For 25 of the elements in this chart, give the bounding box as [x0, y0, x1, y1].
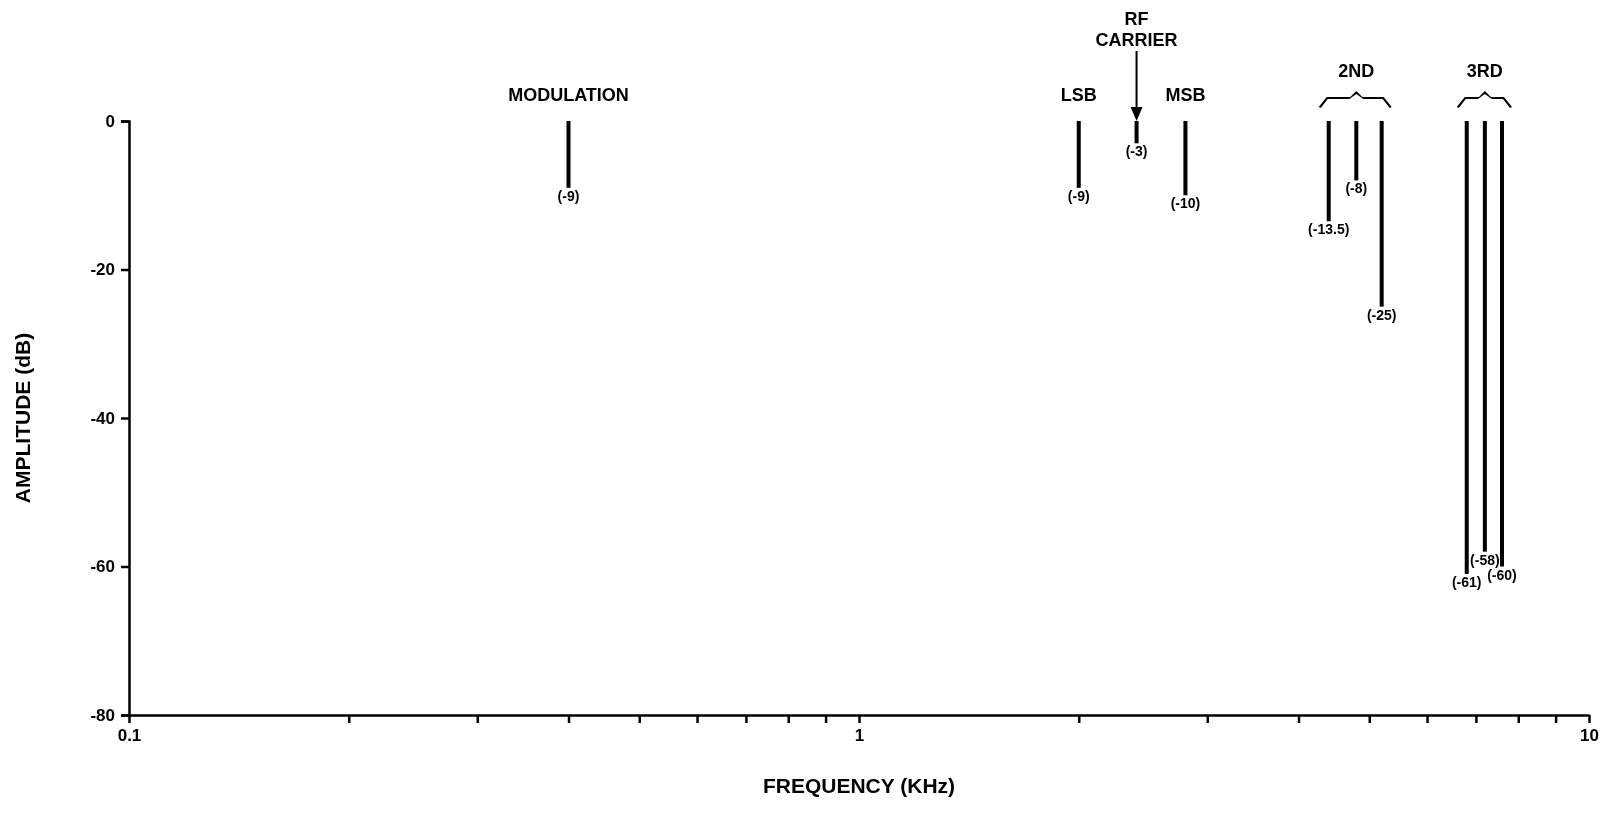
annotation: MODULATION — [508, 85, 629, 105]
annotation: MSB — [1165, 85, 1206, 105]
annotation: 2ND — [1338, 61, 1375, 81]
data-label: (-3) — [1125, 143, 1148, 160]
y-tick-label: -20 — [90, 260, 115, 280]
y-tick-label: -60 — [90, 557, 115, 577]
annotation: 3RD — [1466, 61, 1503, 81]
data-label: (-10) — [1170, 195, 1201, 212]
data-label: (-25) — [1366, 306, 1397, 323]
x-tick-label: 10 — [1580, 726, 1599, 746]
y-tick-label: -80 — [90, 705, 115, 725]
y-tick-label: 0 — [105, 111, 115, 131]
x-tick-label: 0.1 — [117, 726, 142, 746]
data-label: (-9) — [557, 187, 580, 204]
data-label: (-13.5) — [1308, 221, 1350, 238]
x-tick-label: 1 — [854, 726, 865, 746]
x-axis-title: FREQUENCY (KHz) — [762, 774, 956, 797]
data-label: (-8) — [1345, 180, 1368, 197]
text: RF CARRIER — [1095, 9, 1178, 50]
data-label: (-9) — [1067, 187, 1090, 204]
data-label: (-58) — [1470, 551, 1500, 568]
data-label: (-61) — [1451, 573, 1482, 590]
y-axis-title: AMPLITUDE (dB) — [11, 332, 34, 504]
y-tick-label: -40 — [90, 408, 115, 428]
annotation: LSB — [1060, 85, 1097, 105]
